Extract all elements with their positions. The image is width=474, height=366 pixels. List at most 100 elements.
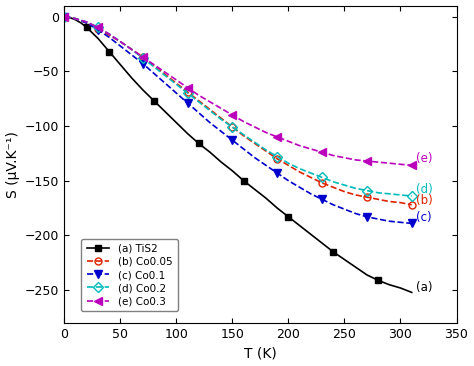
(a) TiS2 (185, 131, 191, 136)
(b) Co0.05 (151, 64, 157, 68)
Text: (a): (a) (416, 281, 433, 295)
(a) TiS2 (308, 232, 314, 236)
Text: (b): (b) (416, 194, 433, 207)
(b) Co0.05 (308, 175, 314, 180)
(e) Co0.3 (219, 106, 224, 111)
(d) Co0.2 (308, 171, 314, 175)
(d) Co0.2 (241, 132, 246, 137)
(c) Co0.1 (62, 14, 67, 19)
Text: (e): (e) (416, 152, 433, 165)
(b) Co0.05 (241, 134, 246, 138)
(c) Co0.1 (241, 147, 246, 151)
(c) Co0.1 (409, 221, 415, 225)
(e) Co0.3 (73, 16, 78, 21)
(a) TiS2 (162, 109, 168, 114)
Legend: (a) TiS2, (b) Co0.05, (c) Co0.1, (d) Co0.2, (e) Co0.3: (a) TiS2, (b) Co0.05, (c) Co0.1, (d) Co0… (82, 239, 178, 311)
(c) Co0.1 (118, 44, 123, 48)
(e) Co0.3 (353, 158, 358, 162)
(c) Co0.1 (106, 35, 112, 40)
Line: (d) Co0.2: (d) Co0.2 (61, 13, 415, 199)
(e) Co0.3 (140, 55, 146, 59)
Line: (a) TiS2: (a) TiS2 (61, 13, 415, 296)
(b) Co0.05 (140, 55, 146, 59)
(b) Co0.05 (353, 193, 358, 197)
(a) TiS2 (252, 187, 258, 192)
(c) Co0.1 (263, 163, 269, 168)
(d) Co0.2 (67, 15, 73, 20)
(c) Co0.1 (274, 171, 280, 175)
(c) Co0.1 (219, 129, 224, 134)
(d) Co0.2 (129, 47, 135, 52)
(e) Co0.3 (151, 63, 157, 67)
(b) Co0.05 (67, 15, 73, 20)
(c) Co0.1 (353, 211, 358, 216)
(c) Co0.1 (151, 71, 157, 76)
(e) Co0.3 (342, 156, 347, 160)
(e) Co0.3 (386, 161, 392, 165)
(b) Co0.05 (162, 72, 168, 77)
(c) Co0.1 (286, 179, 292, 183)
(e) Co0.3 (274, 135, 280, 139)
(d) Co0.2 (364, 188, 370, 193)
(c) Co0.1 (229, 138, 235, 142)
(e) Co0.3 (330, 153, 336, 158)
(b) Co0.05 (375, 197, 381, 202)
(b) Co0.05 (342, 190, 347, 194)
(b) Co0.05 (219, 116, 224, 120)
(b) Co0.05 (129, 47, 135, 52)
(d) Co0.2 (229, 125, 235, 129)
(a) TiS2 (274, 206, 280, 210)
(a) TiS2 (90, 31, 95, 35)
(a) TiS2 (375, 278, 381, 283)
(d) Co0.2 (95, 25, 101, 30)
(b) Co0.05 (330, 185, 336, 190)
(e) Co0.3 (364, 159, 370, 163)
(c) Co0.1 (162, 81, 168, 86)
(b) Co0.05 (263, 149, 269, 153)
(a) TiS2 (330, 250, 336, 254)
(d) Co0.2 (207, 108, 213, 113)
(b) Co0.05 (95, 26, 101, 31)
Text: (d): (d) (416, 183, 433, 196)
(d) Co0.2 (319, 175, 325, 180)
(d) Co0.2 (106, 32, 112, 36)
(a) TiS2 (78, 21, 84, 25)
(a) TiS2 (297, 223, 302, 228)
(e) Co0.3 (84, 20, 90, 24)
(e) Co0.3 (106, 32, 112, 36)
(a) TiS2 (398, 286, 403, 290)
(e) Co0.3 (185, 86, 191, 90)
(d) Co0.2 (62, 14, 67, 19)
Line: (e) Co0.3: (e) Co0.3 (60, 12, 416, 169)
(c) Co0.1 (386, 219, 392, 223)
(e) Co0.3 (252, 125, 258, 129)
(b) Co0.05 (173, 81, 179, 86)
(d) Co0.2 (140, 56, 146, 60)
(a) TiS2 (241, 179, 246, 183)
(b) Co0.05 (185, 90, 191, 94)
(c) Co0.1 (173, 91, 179, 95)
(b) Co0.05 (118, 40, 123, 44)
(d) Co0.2 (342, 183, 347, 187)
(c) Co0.1 (95, 27, 101, 32)
(c) Co0.1 (73, 16, 78, 21)
(a) TiS2 (140, 87, 146, 92)
(a) TiS2 (353, 265, 358, 269)
(c) Co0.1 (67, 15, 73, 20)
(d) Co0.2 (409, 194, 415, 198)
(b) Co0.05 (73, 16, 78, 21)
(b) Co0.05 (62, 14, 67, 19)
(a) TiS2 (319, 241, 325, 245)
(d) Co0.2 (297, 167, 302, 171)
(a) TiS2 (129, 76, 135, 80)
(b) Co0.05 (229, 125, 235, 129)
(a) TiS2 (219, 160, 224, 164)
(c) Co0.1 (84, 21, 90, 25)
(d) Co0.2 (263, 148, 269, 152)
(a) TiS2 (229, 169, 235, 173)
(e) Co0.3 (95, 25, 101, 30)
(b) Co0.05 (286, 163, 292, 168)
(d) Co0.2 (173, 82, 179, 87)
(e) Co0.3 (229, 113, 235, 117)
(a) TiS2 (84, 25, 90, 30)
